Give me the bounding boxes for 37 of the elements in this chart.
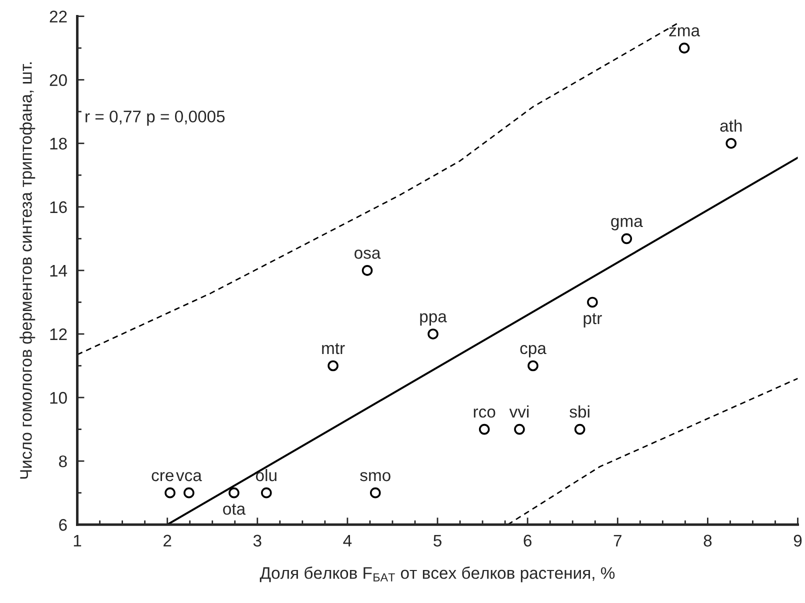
x-tick-label: 8 — [704, 534, 712, 547]
x-tick-label: 1 — [74, 534, 82, 546]
annotation: r = 0,77 p = 0,0005 — [86, 110, 225, 126]
annotation: olu — [256, 468, 276, 482]
y-tick-label: 8 — [59, 455, 67, 468]
y-tick-label: 20 — [50, 74, 67, 86]
y-tick-label: 18 — [50, 138, 67, 150]
x-tick-label: 7 — [614, 534, 622, 546]
y-tick-label: 22 — [50, 10, 67, 22]
annotation: rco — [474, 408, 496, 418]
y-tick-label: 6 — [59, 519, 67, 531]
annotation: vvi — [509, 405, 529, 418]
annotation: mtr — [322, 343, 345, 354]
annotation: ath — [720, 119, 742, 132]
x-tick-label: 6 — [524, 534, 532, 547]
x-tick-label: 5 — [434, 534, 442, 547]
x-axis-title: Доля белков F$_{БАТ}$ от всех белков растения, % — [260, 566, 615, 582]
annotation: ppa — [420, 313, 447, 326]
annotation: smo — [360, 472, 390, 482]
annotation: vca — [176, 472, 202, 482]
y-tick-label: 14 — [50, 265, 68, 276]
x-tick-label: 3 — [253, 534, 262, 547]
annotation: sbi — [570, 405, 590, 418]
annotation: cpa — [520, 344, 546, 358]
annotation: cre — [152, 472, 174, 482]
annotation: ota — [223, 504, 246, 515]
annotation: zma — [669, 27, 700, 36]
x-tick-label: 9 — [794, 534, 802, 547]
y-tick-label: 10 — [50, 392, 67, 404]
annotation: gma — [611, 218, 643, 230]
x-tick-label: 2 — [164, 534, 172, 546]
y-tick-label: 16 — [50, 201, 67, 214]
y-axis-title: Число гомологов ферментов синтеза триптофана, шт. — [20, 62, 36, 479]
y-tick-label: 12 — [50, 328, 67, 340]
x-tick-label: 4 — [343, 534, 352, 546]
annotation: osa — [354, 250, 381, 259]
annotation: ptr — [584, 313, 602, 328]
